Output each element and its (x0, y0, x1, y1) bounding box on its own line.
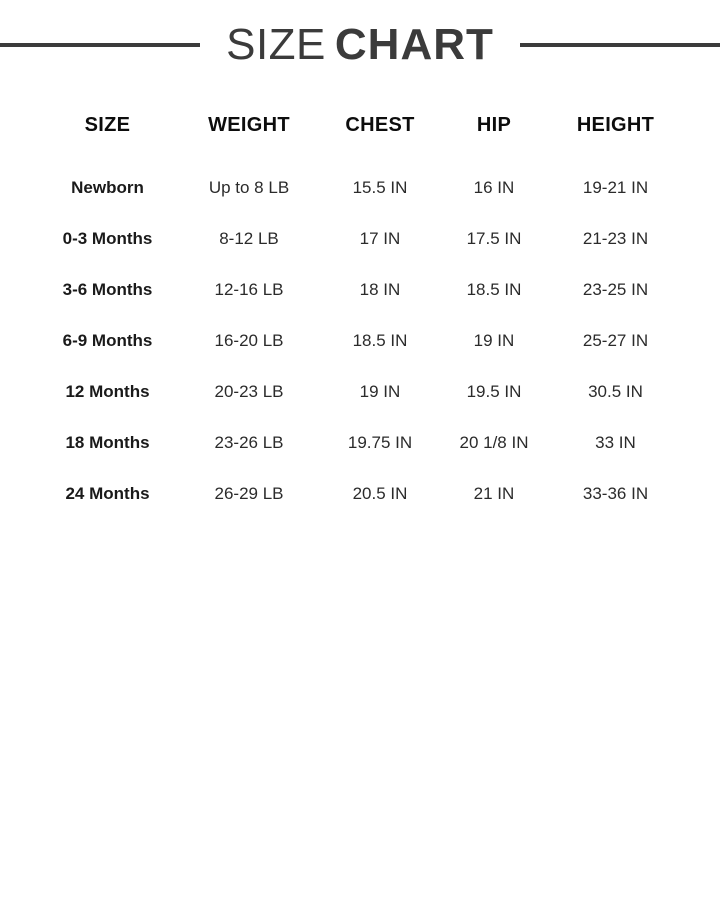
column-header-chest: CHEST (345, 113, 415, 136)
weight-value: 26-29 LB (214, 483, 284, 503)
height-value: 19-21 IN (582, 177, 649, 197)
table-row-12-months: 12 Months 20-23 LB 19 IN 19.5 IN 30.5 IN (35, 366, 685, 417)
size-label: Newborn (71, 177, 144, 197)
hip-value: 16 IN (473, 177, 515, 197)
title-rule-right (519, 43, 720, 47)
chest-value: 18 IN (359, 279, 401, 299)
size-chart-table: SIZE WEIGHT CHEST HIP HEIGHT Newborn Up … (35, 100, 685, 519)
size-label: 12 Months (65, 381, 150, 401)
page-title: SIZE CHART (226, 23, 494, 67)
height-value: 33 IN (595, 432, 636, 452)
weight-value: Up to 8 LB (208, 177, 290, 197)
table-row-3-6-months: 3-6 Months 12-16 LB 18 IN 18.5 IN 23-25 … (35, 264, 685, 315)
height-value: 30.5 IN (588, 381, 643, 401)
size-label: 18 Months (65, 432, 150, 452)
size-chart-title-bar: SIZE CHART (0, 23, 720, 67)
column-header-weight: WEIGHT (208, 113, 290, 136)
weight-value: 23-26 LB (214, 432, 284, 452)
weight-value: 8-12 LB (219, 228, 279, 248)
weight-value: 20-23 LB (214, 381, 284, 401)
page-title-word-chart: CHART (334, 20, 494, 69)
weight-value: 12-16 LB (214, 279, 284, 299)
hip-value: 18.5 IN (466, 279, 522, 299)
weight-value: 16-20 LB (214, 330, 284, 350)
size-label: 3-6 Months (62, 279, 153, 299)
title-rule-left (0, 43, 201, 47)
chest-value: 15.5 IN (352, 177, 408, 197)
chest-value: 17 IN (359, 228, 401, 248)
height-value: 23-25 IN (582, 279, 649, 299)
table-row-6-9-months: 6-9 Months 16-20 LB 18.5 IN 19 IN 25-27 … (35, 315, 685, 366)
hip-value: 20 1/8 IN (459, 432, 529, 452)
height-value: 33-36 IN (582, 483, 649, 503)
size-label: 0-3 Months (62, 228, 153, 248)
hip-value: 19 IN (473, 330, 515, 350)
chest-value: 18.5 IN (352, 330, 408, 350)
table-row-24-months: 24 Months 26-29 LB 20.5 IN 21 IN 33-36 I… (35, 468, 685, 519)
chest-value: 19.75 IN (347, 432, 413, 452)
column-header-hip: HIP (476, 113, 512, 136)
table-row-newborn: Newborn Up to 8 LB 15.5 IN 16 IN 19-21 I… (35, 162, 685, 213)
height-value: 25-27 IN (582, 330, 649, 350)
column-header-height: HEIGHT (576, 113, 655, 136)
size-label: 6-9 Months (62, 330, 153, 350)
hip-value: 21 IN (473, 483, 515, 503)
chest-value: 20.5 IN (352, 483, 408, 503)
table-row-0-3-months: 0-3 Months 8-12 LB 17 IN 17.5 IN 21-23 I… (35, 213, 685, 264)
height-value: 21-23 IN (582, 228, 649, 248)
size-label: 24 Months (65, 483, 150, 503)
column-header-size: SIZE (84, 113, 131, 136)
table-row-18-months: 18 Months 23-26 LB 19.75 IN 20 1/8 IN 33… (35, 417, 685, 468)
page-title-word-size: SIZE (226, 20, 326, 69)
hip-value: 19.5 IN (466, 381, 522, 401)
chest-value: 19 IN (359, 381, 401, 401)
hip-value: 17.5 IN (466, 228, 522, 248)
table-header-row: SIZE WEIGHT CHEST HIP HEIGHT (35, 100, 685, 150)
